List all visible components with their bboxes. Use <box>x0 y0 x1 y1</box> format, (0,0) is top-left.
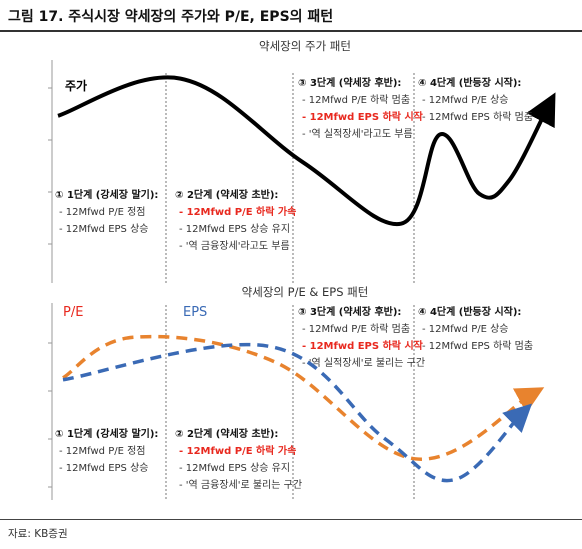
stage-line: - 12Mfwd P/E 정점 <box>59 206 146 218</box>
stage-title: ① 1단계 (강세장 말기): <box>55 188 158 201</box>
stage-line: - 12Mfwd EPS 하락 시작 <box>302 110 424 123</box>
stage-line: - '역 실적장세'라고도 부름 <box>302 128 413 140</box>
stage-line: - '역 금융장세'로 불리는 구간 <box>179 479 302 491</box>
stage-line: - 12Mfwd EPS 상승 유지 <box>179 462 290 474</box>
stage-title: ③ 3단계 (약세장 후반): <box>298 76 401 89</box>
pe-eps-pattern-chart: 약세장의 P/E & EPS 패턴 P/E EPS ① 1단계 (강세장 말기)… <box>48 285 545 500</box>
price-chart-title: 약세장의 주가 패턴 <box>259 39 351 53</box>
price-pattern-chart: 약세장의 주가 패턴 주가 ① 1단계 (강세장 말기): - 12Mfwd P/… <box>48 39 556 283</box>
price-stage-dividers <box>165 73 415 283</box>
stage-line: - '역 실적장세'로 불리는 구간 <box>302 357 425 369</box>
stage-line: - '역 금융장세'라고도 부름 <box>179 240 290 252</box>
stage-title: ④ 4단계 (반등장 시작): <box>418 76 521 89</box>
stage-line: - 12Mfwd P/E 하락 가속 <box>179 205 296 218</box>
stage-title: ③ 3단계 (약세장 후반): <box>298 305 401 318</box>
pe-y-ticks <box>48 342 52 488</box>
stage-line: - 12Mfwd P/E 하락 가속 <box>179 444 296 457</box>
stage-line: - 12Mfwd P/E 상승 <box>422 323 509 335</box>
pe-stage-annotations: ① 1단계 (강세장 말기): - 12Mfwd P/E 정점 - 12Mfwd E… <box>55 305 533 491</box>
pe-series-label: P/E <box>63 305 83 320</box>
stage-line: - 12Mfwd P/E 하락 멈춤 <box>302 322 410 335</box>
stage-line: - 12Mfwd EPS 상승 유지 <box>179 223 290 235</box>
figure-title: 그림 17. 주식시장 약세장의 주가와 P/E, EPS의 패턴 <box>8 9 334 25</box>
source-note: 자료: KB증권 <box>8 528 68 540</box>
stage-line: - 12Mfwd EPS 하락 시작 <box>302 339 424 352</box>
stage-line: - 12Mfwd P/E 하락 멈춤 <box>302 93 410 106</box>
stage-title: ④ 4단계 (반등장 시작): <box>418 305 521 318</box>
source-rule <box>0 519 582 520</box>
stage-line: - 12Mfwd EPS 상승 <box>59 223 148 235</box>
eps-series-label: EPS <box>183 305 207 320</box>
eps-series-line <box>62 342 533 483</box>
price-series-line <box>57 75 556 227</box>
stage-title: ② 2단계 (약세장 초반): <box>175 427 278 440</box>
title-rule <box>0 30 582 32</box>
price-y-ticks <box>48 87 52 245</box>
stage-title: ① 1단계 (강세장 말기): <box>55 427 158 440</box>
price-series-label: 주가 <box>65 78 87 93</box>
stage-line: - 12Mfwd P/E 정점 <box>59 445 146 457</box>
stage-line: - 12Mfwd P/E 상승 <box>422 94 509 106</box>
stage-line: - 12Mfwd EPS 하락 멈춤 <box>422 339 533 352</box>
stage-line: - 12Mfwd EPS 하락 멈춤 <box>422 110 533 123</box>
pe-chart-title: 약세장의 P/E & EPS 패턴 <box>242 285 369 299</box>
pe-series-line <box>62 334 545 461</box>
stage-line: - 12Mfwd EPS 상승 <box>59 462 148 474</box>
stage-title: ② 2단계 (약세장 초반): <box>175 188 278 201</box>
price-stage-annotations: ① 1단계 (강세장 말기): - 12Mfwd P/E 정점 - 12Mfwd E… <box>55 76 533 252</box>
